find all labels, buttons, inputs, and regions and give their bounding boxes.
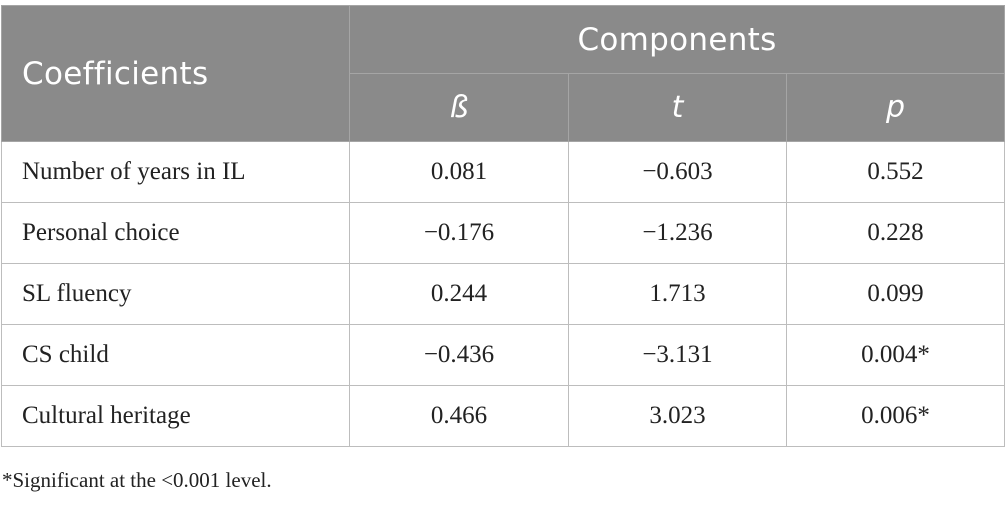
cell-t: −0.603 <box>568 141 787 203</box>
header-row-1: Coefficients Components <box>1 5 1005 142</box>
header-t: t <box>568 73 787 142</box>
cell-t: −1.236 <box>568 202 787 264</box>
header-p: p <box>785 73 1005 142</box>
cell-t: −3.131 <box>568 324 787 386</box>
cell-p: 0.006* <box>785 385 1005 447</box>
cell-beta: 0.466 <box>349 385 569 447</box>
cell-p: 0.228 <box>785 202 1005 264</box>
cell-t: 1.713 <box>568 263 787 325</box>
cell-p: 0.004* <box>785 324 1005 386</box>
cell-t: 3.023 <box>568 385 787 447</box>
coefficients-table: Coefficients Components ß t p Number of … <box>1 5 1005 447</box>
table-row: Cultural heritage 0.466 3.023 0.006* <box>1 385 1005 447</box>
cell-beta: 0.081 <box>349 141 569 203</box>
row-label: CS child <box>1 324 350 386</box>
table-row: Number of years in IL 0.081 −0.603 0.552 <box>1 141 1005 203</box>
cell-p: 0.552 <box>785 141 1005 203</box>
cell-beta: 0.244 <box>349 263 569 325</box>
table-row: SL fluency 0.244 1.713 0.099 <box>1 263 1005 325</box>
cell-p: 0.099 <box>785 263 1005 325</box>
header-components: Components <box>348 5 1005 74</box>
row-label: Number of years in IL <box>1 141 350 203</box>
header-row-2: ß t p <box>2 73 1005 142</box>
footnote: *Significant at the <0.001 level. <box>2 468 272 492</box>
header-beta: ß <box>349 73 569 142</box>
cell-beta: −0.436 <box>349 324 569 386</box>
row-label: Cultural heritage <box>1 385 350 447</box>
table-row: CS child −0.436 −3.131 0.004* <box>1 324 1005 386</box>
cell-beta: −0.176 <box>349 202 569 264</box>
table-header: Coefficients Components ß t p <box>1 5 1005 142</box>
row-label: Personal choice <box>1 202 350 264</box>
table-body: Number of years in IL 0.081 −0.603 0.552… <box>1 141 1005 447</box>
row-label: SL fluency <box>1 263 350 325</box>
header-coefficients: Coefficients <box>1 5 350 142</box>
table-row: Personal choice −0.176 −1.236 0.228 <box>1 202 1005 264</box>
